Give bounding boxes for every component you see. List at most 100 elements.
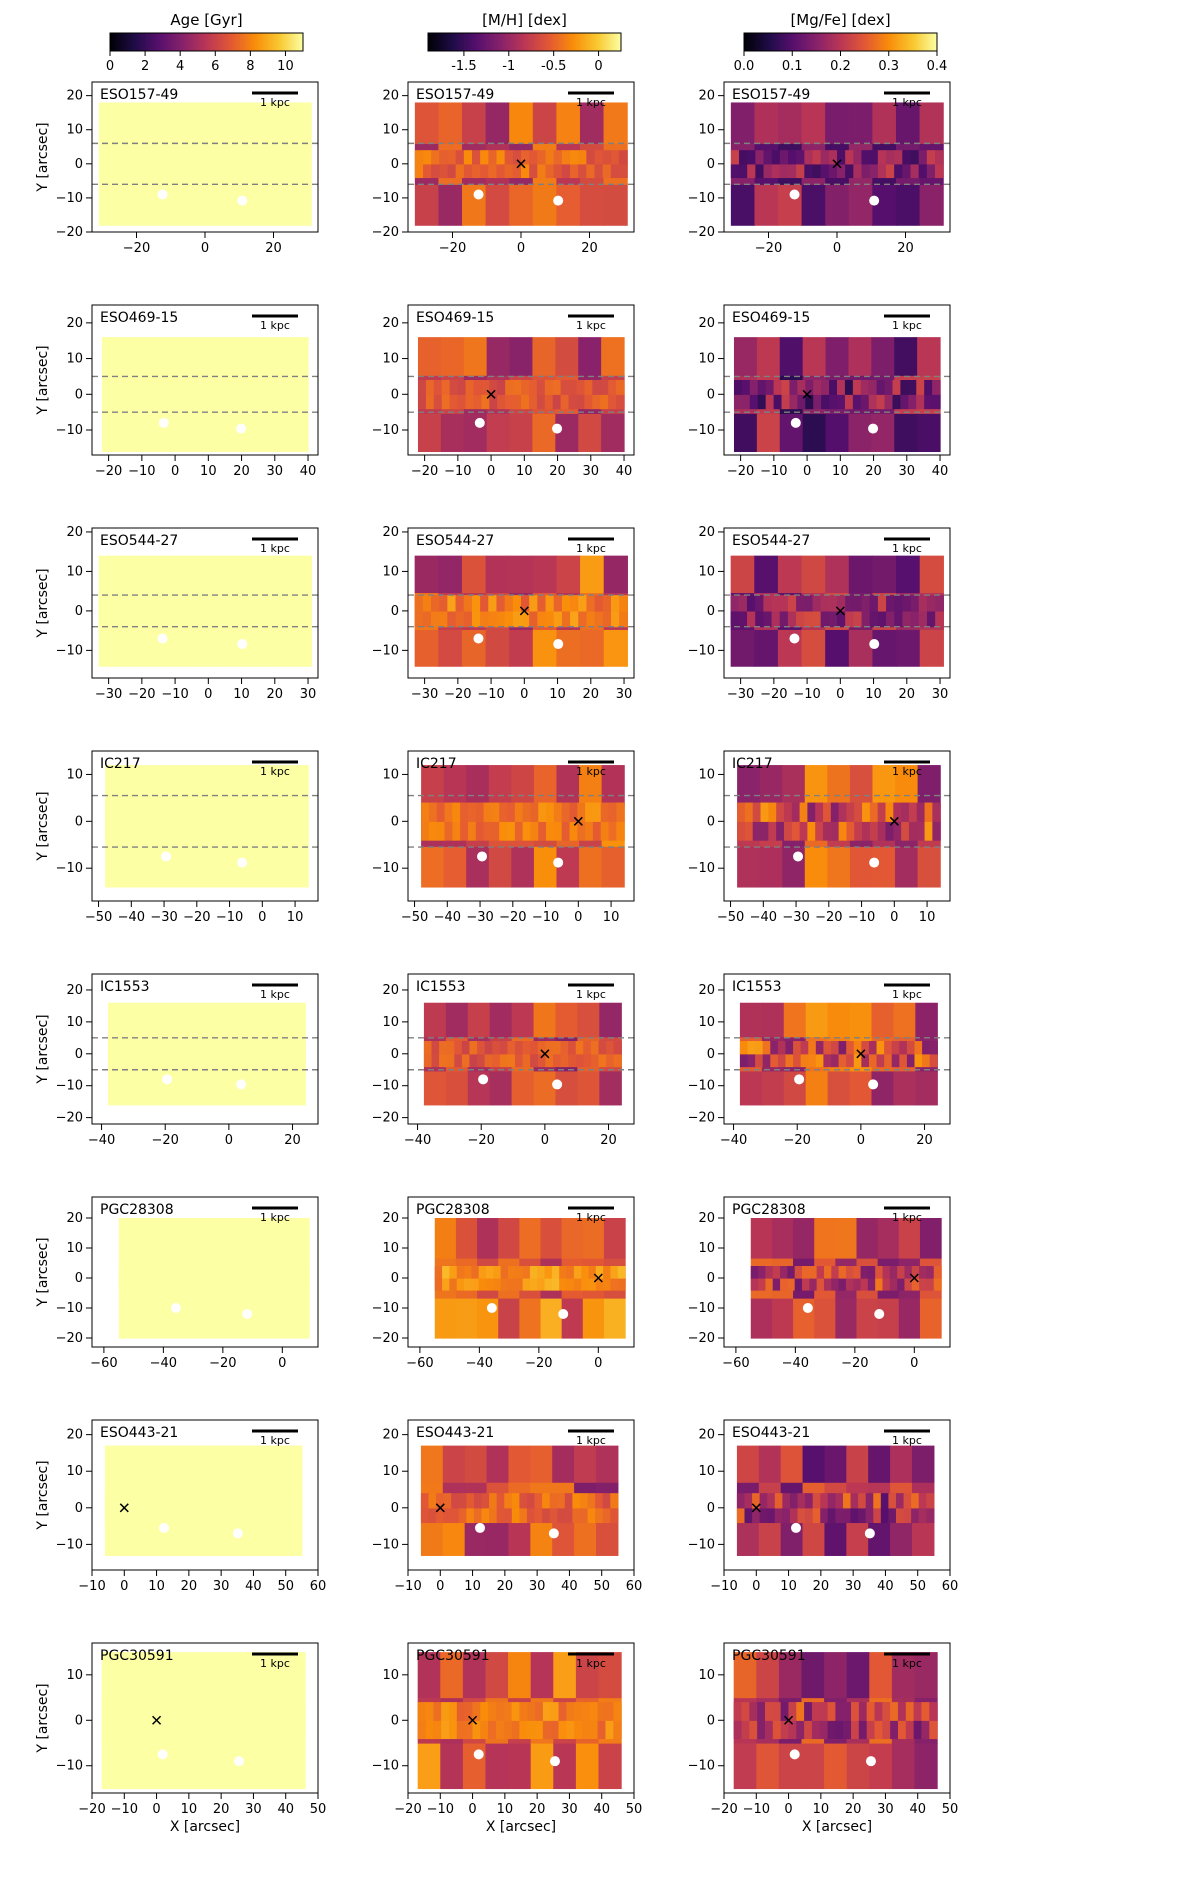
bin-cell	[237, 821, 247, 841]
scale-bar-label: 1 kpc	[260, 1434, 290, 1447]
bin-cell	[463, 413, 488, 453]
bin-cell	[858, 1702, 868, 1721]
bin-cell	[236, 1053, 246, 1068]
bin-cell	[519, 1218, 542, 1259]
center-marker	[909, 1273, 919, 1283]
bin-cell	[901, 802, 910, 822]
bin-cell	[239, 1002, 263, 1038]
bin-cell	[125, 1720, 134, 1740]
bin-cell	[471, 595, 481, 612]
bin-cell	[590, 1041, 600, 1055]
y-tick-label: 0	[391, 1713, 399, 1728]
bin-cell	[594, 595, 604, 612]
bin-cell	[843, 1720, 852, 1740]
bin-cell	[221, 1053, 230, 1068]
bin-cell	[757, 380, 767, 395]
bin-cell	[597, 1702, 607, 1721]
x-tick-label: −10	[128, 464, 155, 479]
y-tick-label: −10	[56, 191, 83, 206]
bin-cell	[234, 1702, 244, 1721]
bin-cell	[138, 1053, 147, 1068]
bin-cell	[279, 1278, 288, 1291]
bin-cell	[600, 802, 610, 822]
bin-cell	[140, 1720, 150, 1740]
bin-cell	[578, 595, 588, 612]
bin-cell	[922, 1041, 931, 1055]
x-tick-label: 20	[581, 241, 598, 256]
y-tick-label: 20	[66, 89, 83, 104]
bin-cell	[560, 1053, 569, 1068]
bin-cell	[144, 802, 153, 822]
bin-cell	[414, 150, 424, 165]
bin-cell	[491, 802, 500, 822]
bin-cell	[812, 163, 822, 179]
bin-cell	[595, 1493, 604, 1509]
bin-cell	[242, 1702, 251, 1721]
bin-cell	[552, 1518, 575, 1556]
y-tick-label: −10	[56, 1759, 83, 1774]
bin-cell	[776, 802, 785, 822]
bin-cell	[206, 1278, 215, 1291]
bin-cell	[592, 802, 602, 822]
bin-cell	[877, 163, 887, 179]
bin-cell	[235, 1266, 244, 1279]
bin-cell	[157, 380, 166, 395]
bin-cell	[756, 1743, 780, 1790]
bin-cell	[203, 1218, 226, 1259]
bin-cell	[270, 595, 280, 612]
bin-cell	[164, 163, 173, 179]
bin-cell	[862, 821, 871, 841]
y-tick-label: 10	[382, 1015, 399, 1030]
bin-cell	[765, 1266, 774, 1279]
bin-cell	[206, 1041, 215, 1055]
bin-cell	[117, 1720, 126, 1740]
bin-cell	[259, 1053, 268, 1068]
bin-cell	[598, 1053, 607, 1068]
bin-cell	[463, 595, 473, 612]
bin-cell	[106, 610, 116, 628]
bin-cell	[221, 1278, 230, 1291]
bin-cell	[895, 102, 921, 144]
bin-cell	[478, 1266, 487, 1279]
bin-cell	[550, 1702, 560, 1721]
bin-cell	[243, 1278, 252, 1291]
bin-cell	[175, 802, 184, 822]
bin-cell	[146, 184, 171, 226]
bin-cell	[205, 380, 214, 395]
bin-cell	[739, 1041, 749, 1055]
bin-cell	[176, 1041, 185, 1055]
bin-cell	[533, 846, 558, 888]
bin-cell	[865, 1507, 874, 1524]
bin-cell	[285, 337, 309, 376]
bin-cell	[265, 1720, 275, 1740]
y-axis-label: Y [arcsec]	[35, 1014, 51, 1084]
x-tick-label: −40	[118, 910, 145, 925]
bin-cell	[787, 1278, 796, 1291]
bin-cell	[569, 821, 578, 841]
bin-cell	[301, 1278, 310, 1291]
bin-cell	[869, 595, 879, 612]
bin-cell	[169, 1743, 193, 1790]
bin-cell	[287, 1218, 310, 1259]
bin-cell	[229, 1041, 238, 1055]
bin-cell	[758, 1445, 782, 1483]
y-tick-label: 20	[66, 1428, 83, 1443]
bin-cell	[169, 1652, 193, 1699]
x-tick-label: 20	[284, 1133, 301, 1148]
bin-cell	[853, 1266, 862, 1279]
bin-cell	[438, 555, 463, 594]
bin-cell	[788, 163, 797, 179]
bin-cell	[933, 1266, 942, 1279]
bin-cell	[917, 337, 941, 376]
bin-cell	[257, 1278, 266, 1291]
bin-cell	[837, 163, 846, 179]
bin-cell	[136, 802, 145, 822]
bin-cell	[908, 380, 917, 395]
masked-star	[158, 1522, 169, 1533]
x-tick-label: 40	[300, 464, 317, 479]
x-tick-label: 0	[890, 910, 898, 925]
bin-cell	[253, 802, 262, 822]
x-tick-label: 10	[148, 1579, 165, 1594]
center-marker	[751, 1503, 761, 1513]
bin-cell	[265, 1702, 275, 1721]
